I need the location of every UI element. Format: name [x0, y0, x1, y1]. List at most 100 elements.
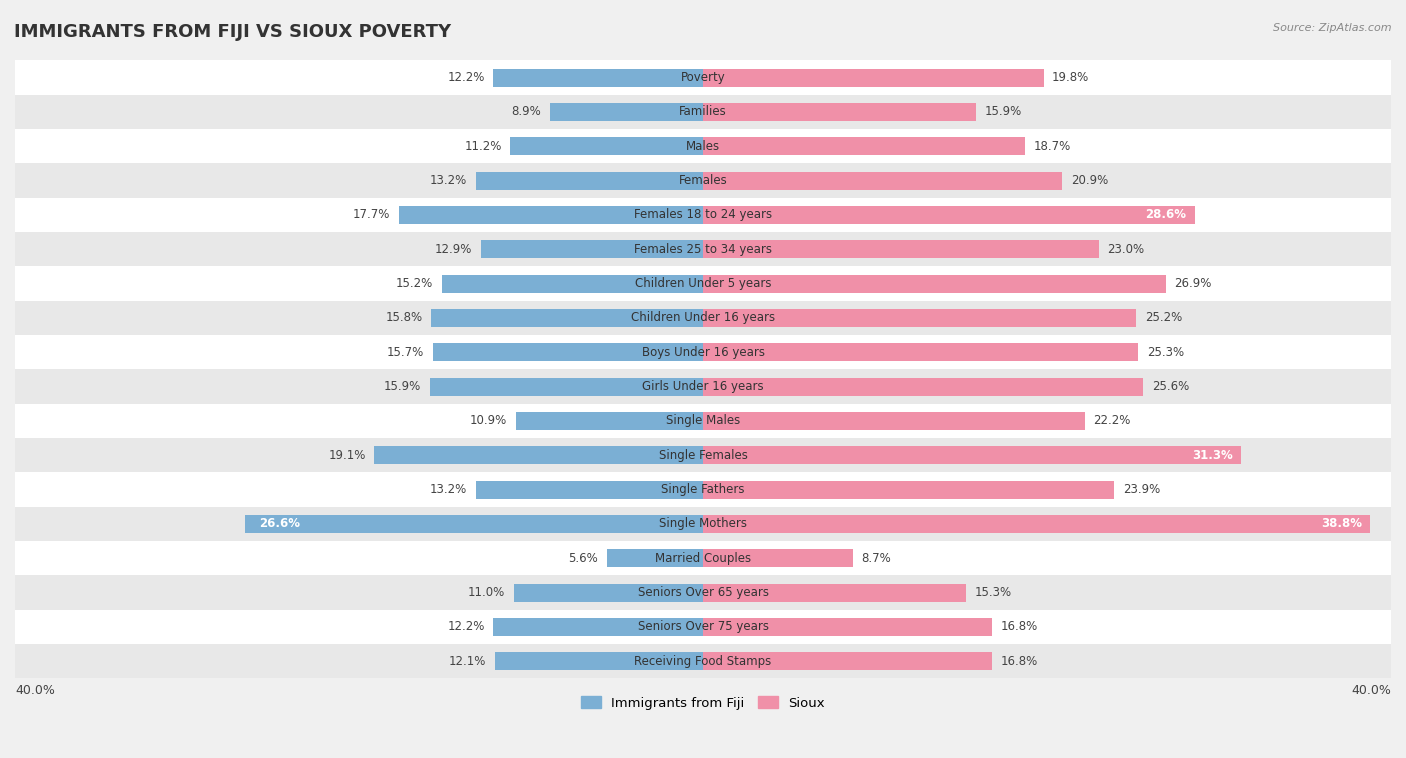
Text: 16.8%: 16.8% [1001, 621, 1038, 634]
Text: 15.8%: 15.8% [385, 312, 423, 324]
Bar [703, 103, 977, 121]
Text: Single Fathers: Single Fathers [661, 483, 745, 496]
Bar [15, 164, 1391, 198]
Bar [703, 481, 1114, 499]
Bar [15, 232, 1391, 267]
Bar [246, 515, 703, 533]
Bar [398, 206, 703, 224]
Text: 5.6%: 5.6% [568, 552, 598, 565]
Bar [477, 481, 703, 499]
Text: 13.2%: 13.2% [430, 174, 467, 187]
Bar [703, 412, 1085, 430]
Text: 8.7%: 8.7% [862, 552, 891, 565]
Text: 18.7%: 18.7% [1033, 139, 1070, 153]
Bar [495, 653, 703, 670]
Bar [15, 335, 1391, 369]
Bar [703, 240, 1098, 258]
Bar [432, 309, 703, 327]
Bar [703, 137, 1025, 155]
Bar [477, 172, 703, 190]
Text: Children Under 16 years: Children Under 16 years [631, 312, 775, 324]
Text: 23.0%: 23.0% [1107, 243, 1144, 255]
Text: Source: ZipAtlas.com: Source: ZipAtlas.com [1274, 23, 1392, 33]
Text: 15.2%: 15.2% [395, 277, 433, 290]
Text: Females 18 to 24 years: Females 18 to 24 years [634, 208, 772, 221]
Text: 38.8%: 38.8% [1320, 518, 1362, 531]
Bar [494, 69, 703, 86]
Bar [703, 653, 993, 670]
Text: Girls Under 16 years: Girls Under 16 years [643, 380, 763, 393]
Text: Males: Males [686, 139, 720, 153]
Text: Single Females: Single Females [658, 449, 748, 462]
Bar [703, 446, 1241, 464]
Bar [703, 309, 1136, 327]
Bar [433, 343, 703, 362]
Bar [15, 575, 1391, 609]
Text: 11.2%: 11.2% [464, 139, 502, 153]
Text: Poverty: Poverty [681, 71, 725, 84]
Bar [703, 377, 1143, 396]
Bar [703, 343, 1139, 362]
Text: Females: Females [679, 174, 727, 187]
Text: Boys Under 16 years: Boys Under 16 years [641, 346, 765, 359]
Text: 25.3%: 25.3% [1147, 346, 1184, 359]
Bar [513, 584, 703, 602]
Legend: Immigrants from Fiji, Sioux: Immigrants from Fiji, Sioux [576, 691, 830, 715]
Bar [703, 69, 1043, 86]
Bar [15, 129, 1391, 164]
Text: 26.9%: 26.9% [1174, 277, 1212, 290]
Text: 15.9%: 15.9% [384, 380, 420, 393]
Text: 12.9%: 12.9% [434, 243, 472, 255]
Bar [15, 404, 1391, 438]
Text: 40.0%: 40.0% [1351, 684, 1391, 697]
Bar [429, 377, 703, 396]
Bar [15, 95, 1391, 129]
Text: 12.1%: 12.1% [449, 655, 486, 668]
Text: 12.2%: 12.2% [447, 71, 485, 84]
Text: 12.2%: 12.2% [447, 621, 485, 634]
Text: 40.0%: 40.0% [15, 684, 55, 697]
Bar [703, 550, 852, 567]
Text: Seniors Over 65 years: Seniors Over 65 years [637, 586, 769, 599]
Text: 13.2%: 13.2% [430, 483, 467, 496]
Bar [510, 137, 703, 155]
Bar [703, 584, 966, 602]
Bar [15, 609, 1391, 644]
Text: 20.9%: 20.9% [1071, 174, 1108, 187]
Text: 10.9%: 10.9% [470, 415, 508, 428]
Text: 16.8%: 16.8% [1001, 655, 1038, 668]
Bar [481, 240, 703, 258]
Text: 31.3%: 31.3% [1192, 449, 1233, 462]
Bar [15, 507, 1391, 541]
Text: Single Mothers: Single Mothers [659, 518, 747, 531]
Text: IMMIGRANTS FROM FIJI VS SIOUX POVERTY: IMMIGRANTS FROM FIJI VS SIOUX POVERTY [14, 23, 451, 41]
Text: 25.6%: 25.6% [1152, 380, 1189, 393]
Bar [15, 267, 1391, 301]
Text: Single Males: Single Males [666, 415, 740, 428]
Text: 25.2%: 25.2% [1144, 312, 1182, 324]
Bar [15, 198, 1391, 232]
Bar [15, 301, 1391, 335]
Bar [516, 412, 703, 430]
Text: 28.6%: 28.6% [1146, 208, 1187, 221]
Bar [494, 618, 703, 636]
Text: Females 25 to 34 years: Females 25 to 34 years [634, 243, 772, 255]
Bar [15, 61, 1391, 95]
Text: 26.6%: 26.6% [259, 518, 301, 531]
Text: Children Under 5 years: Children Under 5 years [634, 277, 772, 290]
Text: 17.7%: 17.7% [353, 208, 389, 221]
Bar [441, 274, 703, 293]
Text: Families: Families [679, 105, 727, 118]
Text: 8.9%: 8.9% [512, 105, 541, 118]
Text: Married Couples: Married Couples [655, 552, 751, 565]
Bar [15, 472, 1391, 507]
Text: Receiving Food Stamps: Receiving Food Stamps [634, 655, 772, 668]
Text: 15.3%: 15.3% [974, 586, 1012, 599]
Bar [15, 541, 1391, 575]
Bar [703, 618, 993, 636]
Bar [15, 644, 1391, 678]
Text: 15.9%: 15.9% [986, 105, 1022, 118]
Text: 22.2%: 22.2% [1094, 415, 1130, 428]
Bar [606, 550, 703, 567]
Text: 23.9%: 23.9% [1122, 483, 1160, 496]
